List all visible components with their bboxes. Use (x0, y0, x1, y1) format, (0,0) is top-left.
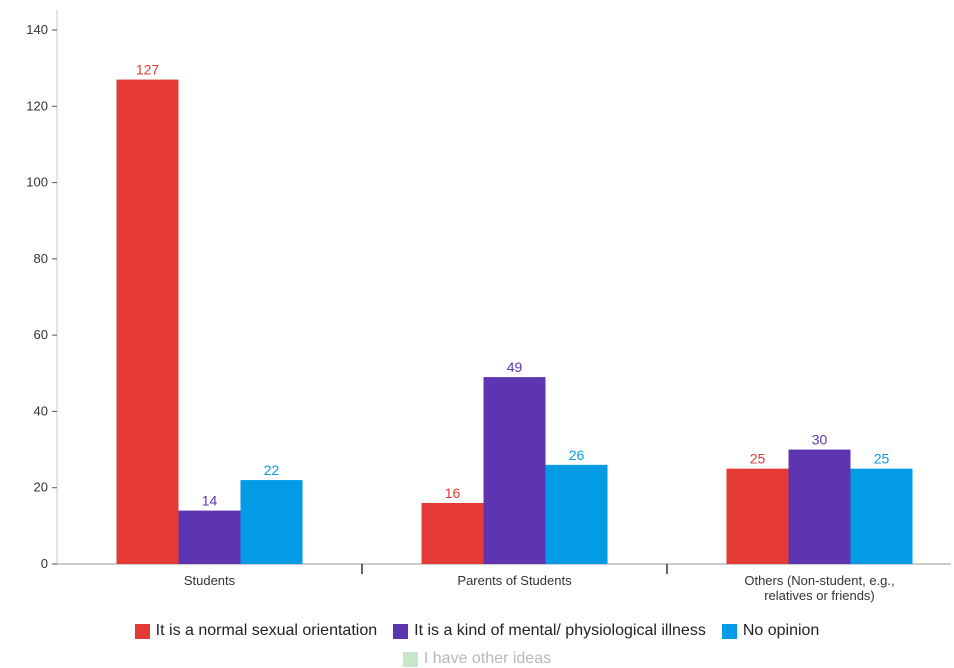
x-tick-label: relatives or friends) (764, 588, 875, 603)
legend-item-normal-orientation[interactable]: It is a normal sexual orientation (134, 622, 378, 640)
legend-row-2: I have other ideas (0, 650, 954, 668)
x-tick-label: Parents of Students (457, 573, 572, 588)
bar-data-label: 127 (136, 62, 160, 78)
legend-label: It is a normal sexual orientation (155, 622, 378, 639)
legend-label: I have other ideas (423, 650, 552, 667)
bar (545, 464, 608, 564)
bar (421, 502, 484, 564)
y-tick-label: 60 (34, 327, 48, 342)
bar-data-label: 49 (507, 359, 523, 375)
y-tick-label: 0 (41, 556, 48, 571)
legend-label: It is a kind of mental/ physiological il… (414, 622, 706, 639)
y-tick-label: 40 (34, 403, 48, 418)
bar (116, 79, 179, 564)
bar (240, 480, 303, 564)
bar (850, 468, 913, 564)
bar-data-label: 16 (445, 485, 461, 501)
bar-data-label: 30 (812, 432, 828, 448)
bar-chart: 0 20 40 60 80 100 120 140 Students Parents of Stu… (26, 10, 951, 603)
legend-label: No opinion (742, 622, 820, 639)
bar-data-label: 25 (750, 451, 766, 467)
y-tick-label: 140 (26, 22, 48, 37)
legend-row-1: It is a normal sexual orientation It is … (0, 622, 954, 640)
y-tick-label: 80 (34, 251, 48, 266)
bar-data-label: 14 (202, 493, 218, 509)
legend-item-mental-illness[interactable]: It is a kind of mental/ physiological il… (393, 622, 706, 640)
legend-swatch-blue (721, 623, 737, 639)
legend-item-no-opinion[interactable]: No opinion (721, 622, 820, 640)
bar-data-label: 25 (874, 451, 890, 467)
legend-item-other-ideas[interactable]: I have other ideas (402, 650, 552, 668)
legend-swatch-purple (393, 623, 409, 639)
x-tick-label: Others (Non-student, e.g., (744, 573, 894, 588)
x-tick-label: Students (184, 573, 236, 588)
bar (483, 377, 546, 564)
bar (788, 449, 851, 564)
legend-swatch-red (134, 623, 150, 639)
legend-swatch-green (402, 651, 418, 667)
bar (178, 510, 241, 564)
y-tick-label: 120 (26, 98, 48, 113)
bar (726, 468, 789, 564)
y-tick-label: 100 (26, 175, 48, 190)
bar-data-label: 22 (264, 462, 280, 478)
bar-data-label: 26 (569, 447, 585, 463)
y-tick-label: 20 (34, 480, 48, 495)
